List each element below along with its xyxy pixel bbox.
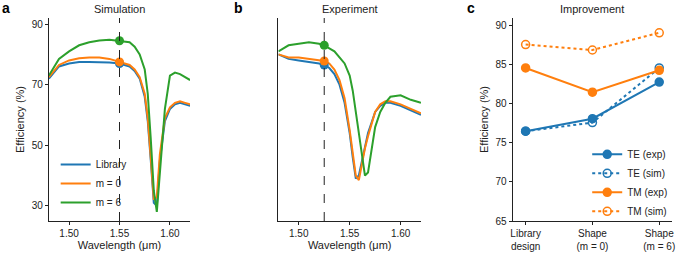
svg-text:1.55: 1.55 <box>340 228 360 239</box>
svg-text:1.60: 1.60 <box>391 228 411 239</box>
svg-text:TM (exp): TM (exp) <box>627 187 667 198</box>
svg-text:30: 30 <box>32 200 44 211</box>
svg-text:65: 65 <box>496 216 508 227</box>
svg-text:1.60: 1.60 <box>160 228 180 239</box>
svg-text:Library: Library <box>96 159 127 170</box>
svg-text:a: a <box>2 0 10 16</box>
svg-text:Efficiency (%): Efficiency (%) <box>478 86 490 153</box>
svg-text:Wavelength (μm): Wavelength (μm) <box>78 239 162 251</box>
svg-text:1.50: 1.50 <box>289 228 309 239</box>
svg-text:Experiment: Experiment <box>322 3 378 15</box>
svg-text:m = 0: m = 0 <box>96 178 122 189</box>
svg-text:TE (sim): TE (sim) <box>627 168 665 179</box>
svg-text:TE (exp): TE (exp) <box>627 149 665 160</box>
svg-text:m = 6: m = 6 <box>96 197 122 208</box>
svg-text:70: 70 <box>32 79 44 90</box>
svg-text:Simulation: Simulation <box>94 3 145 15</box>
svg-text:Wavelength (μm): Wavelength (μm) <box>308 239 392 251</box>
svg-text:85: 85 <box>496 59 508 70</box>
svg-text:Shape(m = 6): Shape(m = 6) <box>643 228 675 252</box>
svg-text:90: 90 <box>496 20 508 31</box>
svg-text:Improvement: Improvement <box>560 3 624 15</box>
svg-text:50: 50 <box>32 140 44 151</box>
svg-text:1.50: 1.50 <box>59 228 79 239</box>
svg-text:TM (sim): TM (sim) <box>627 206 666 217</box>
svg-text:90: 90 <box>32 19 44 30</box>
svg-text:75: 75 <box>496 137 508 148</box>
svg-text:80: 80 <box>496 98 508 109</box>
svg-text:b: b <box>234 0 243 16</box>
svg-text:Librarydesign: Librarydesign <box>510 228 541 252</box>
svg-text:Efficiency (%): Efficiency (%) <box>14 86 26 153</box>
svg-text:1.55: 1.55 <box>110 228 130 239</box>
svg-text:c: c <box>467 0 475 16</box>
svg-text:70: 70 <box>496 176 508 187</box>
svg-text:Shape(m = 0): Shape(m = 0) <box>576 228 608 252</box>
